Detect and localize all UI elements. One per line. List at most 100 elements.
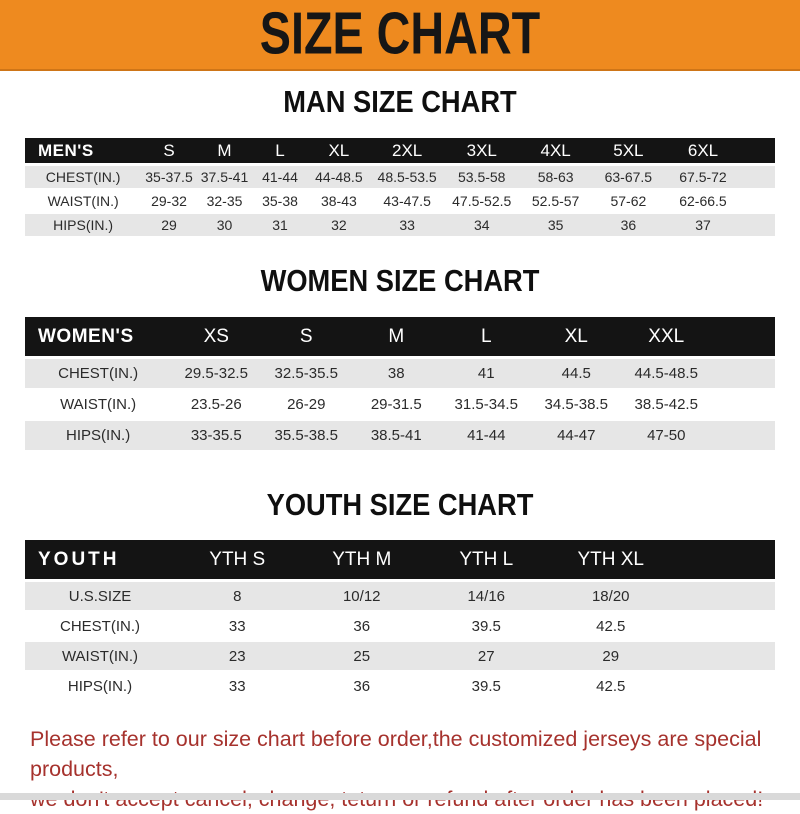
size-value-cell: 37: [664, 214, 742, 238]
size-column-header: 4XL: [519, 138, 592, 166]
size-value-cell: 35.5-38.5: [261, 421, 352, 452]
spacer-cell: [741, 190, 775, 214]
row-label: CHEST(IN.): [25, 359, 172, 390]
size-value-cell: 23: [175, 642, 300, 672]
row-label: HIPS(IN.): [25, 421, 172, 452]
table-header-label: MEN'S: [25, 138, 142, 166]
size-column-header: YTH M: [299, 540, 424, 582]
spacer-cell: [711, 421, 775, 452]
size-value-cell: 29: [548, 642, 673, 672]
footer-note-line1: Please refer to our size chart before or…: [30, 727, 762, 781]
size-column-header: YTH XL: [548, 540, 673, 582]
measurement-row: HIPS(IN.) 33-35.5 35.5-38.5 38.5-41 41-44 44-…: [25, 421, 775, 452]
size-value-cell: 44-47: [531, 421, 622, 452]
size-value-cell: 36: [591, 214, 665, 238]
size-value-cell: 48.5-53.5: [370, 166, 445, 190]
size-column-header: S: [141, 138, 197, 166]
section-men: MAN SIZE CHART MEN'S S M L XL 2XL 3XL 4XL 5XL 6XL…: [0, 84, 800, 238]
youth-section-heading: YOUTH SIZE CHART: [266, 487, 534, 522]
size-column-header: M: [351, 317, 442, 359]
size-column-header: 2XL: [370, 138, 445, 166]
size-value-cell: 35-37.5: [141, 166, 197, 190]
spacer-cell: [741, 214, 775, 238]
size-value-cell: 47-50: [621, 421, 712, 452]
size-value-cell: 34: [444, 214, 520, 238]
size-value-cell: 38.5-42.5: [621, 390, 712, 421]
spacer-cell: [673, 612, 775, 642]
size-value-cell: 33: [175, 612, 300, 642]
banner-title: SIZE CHART: [259, 0, 541, 68]
size-value-cell: 8: [175, 582, 300, 612]
table-header-label: WOMEN'S: [25, 317, 172, 359]
size-value-cell: 26-29: [261, 390, 352, 421]
size-value-cell: 23.5-26: [171, 390, 262, 421]
spacer-cell: [673, 642, 775, 672]
row-label: CHEST(IN.): [25, 612, 175, 642]
spacer-cell: [741, 166, 775, 190]
row-label: U.S.SIZE: [25, 582, 175, 612]
size-column-header: S: [261, 317, 352, 359]
size-value-cell: 31.5-34.5: [441, 390, 532, 421]
size-value-cell: 29-32: [141, 190, 197, 214]
row-label: WAIST(IN.): [25, 390, 172, 421]
size-value-cell: 33-35.5: [171, 421, 262, 452]
size-value-cell: 25: [299, 642, 424, 672]
table-header-label: YOUTH: [25, 540, 175, 582]
size-value-cell: 39.5: [424, 672, 549, 702]
footer-note: Please refer to our size chart before or…: [0, 724, 800, 814]
section-women: WOMEN SIZE CHART WOMEN'S XS S M L XL XXL CHEST(…: [0, 263, 800, 452]
size-value-cell: 10/12: [299, 582, 424, 612]
size-value-cell: 18/20: [548, 582, 673, 612]
size-value-cell: 38: [351, 359, 442, 390]
men-section-heading: MAN SIZE CHART: [283, 84, 517, 119]
measurement-row: CHEST(IN.) 35-37.5 37.5-41 41-44 44-48.5 48.5…: [25, 166, 775, 190]
size-value-cell: 44-48.5: [307, 166, 370, 190]
size-value-cell: 37.5-41: [196, 166, 253, 190]
size-column-header: 3XL: [444, 138, 520, 166]
size-value-cell: 39.5: [424, 612, 549, 642]
size-column-header: 5XL: [591, 138, 665, 166]
women-section-heading: WOMEN SIZE CHART: [260, 263, 540, 298]
size-value-cell: 33: [370, 214, 445, 238]
size-value-cell: 62-66.5: [664, 190, 742, 214]
banner: SIZE CHART: [0, 0, 800, 71]
size-value-cell: 35: [519, 214, 592, 238]
row-label: WAIST(IN.): [25, 190, 142, 214]
size-column-header: XXL: [621, 317, 712, 359]
spacer-cell: [673, 540, 775, 582]
spacer-cell: [711, 359, 775, 390]
size-value-cell: 27: [424, 642, 549, 672]
spacer-cell: [711, 390, 775, 421]
men-size-table: MEN'S S M L XL 2XL 3XL 4XL 5XL 6XL CHEST(IN.) 35-37…: [0, 138, 800, 238]
size-value-cell: 14/16: [424, 582, 549, 612]
size-value-cell: 29-31.5: [351, 390, 442, 421]
row-label: HIPS(IN.): [25, 214, 142, 238]
size-value-cell: 36: [299, 672, 424, 702]
measurement-row: HIPS(IN.) 29 30 31 32 33 34 35 36 37: [25, 214, 775, 238]
size-value-cell: 29: [141, 214, 197, 238]
bottom-divider: [0, 793, 800, 800]
size-value-cell: 42.5: [548, 672, 673, 702]
size-value-cell: 33: [175, 672, 300, 702]
size-column-header: M: [196, 138, 253, 166]
size-value-cell: 43-47.5: [370, 190, 445, 214]
measurement-row: HIPS(IN.) 33 36 39.5 42.5: [25, 672, 775, 702]
size-value-cell: 63-67.5: [591, 166, 665, 190]
measurement-row: WAIST(IN.) 23.5-26 26-29 29-31.5 31.5-34.5 34…: [25, 390, 775, 421]
spacer-cell: [741, 138, 775, 166]
size-column-header: YTH L: [424, 540, 549, 582]
size-value-cell: 32: [307, 214, 370, 238]
women-size-table: WOMEN'S XS S M L XL XXL CHEST(IN.) 29.5-32.5 32.5…: [0, 317, 800, 452]
size-value-cell: 34.5-38.5: [531, 390, 622, 421]
size-value-cell: 41: [441, 359, 532, 390]
size-value-cell: 32.5-35.5: [261, 359, 352, 390]
measurement-row: WAIST(IN.) 23 25 27 29: [25, 642, 775, 672]
table-header-row: YOUTH YTH S YTH M YTH L YTH XL: [25, 540, 775, 582]
size-value-cell: 29.5-32.5: [171, 359, 262, 390]
size-value-cell: 41-44: [441, 421, 532, 452]
row-label: HIPS(IN.): [25, 672, 175, 702]
size-column-header: L: [252, 138, 308, 166]
table-header-row: MEN'S S M L XL 2XL 3XL 4XL 5XL 6XL: [25, 138, 775, 166]
measurement-row: CHEST(IN.) 29.5-32.5 32.5-35.5 38 41 44.5 44.5…: [25, 359, 775, 390]
size-value-cell: 36: [299, 612, 424, 642]
